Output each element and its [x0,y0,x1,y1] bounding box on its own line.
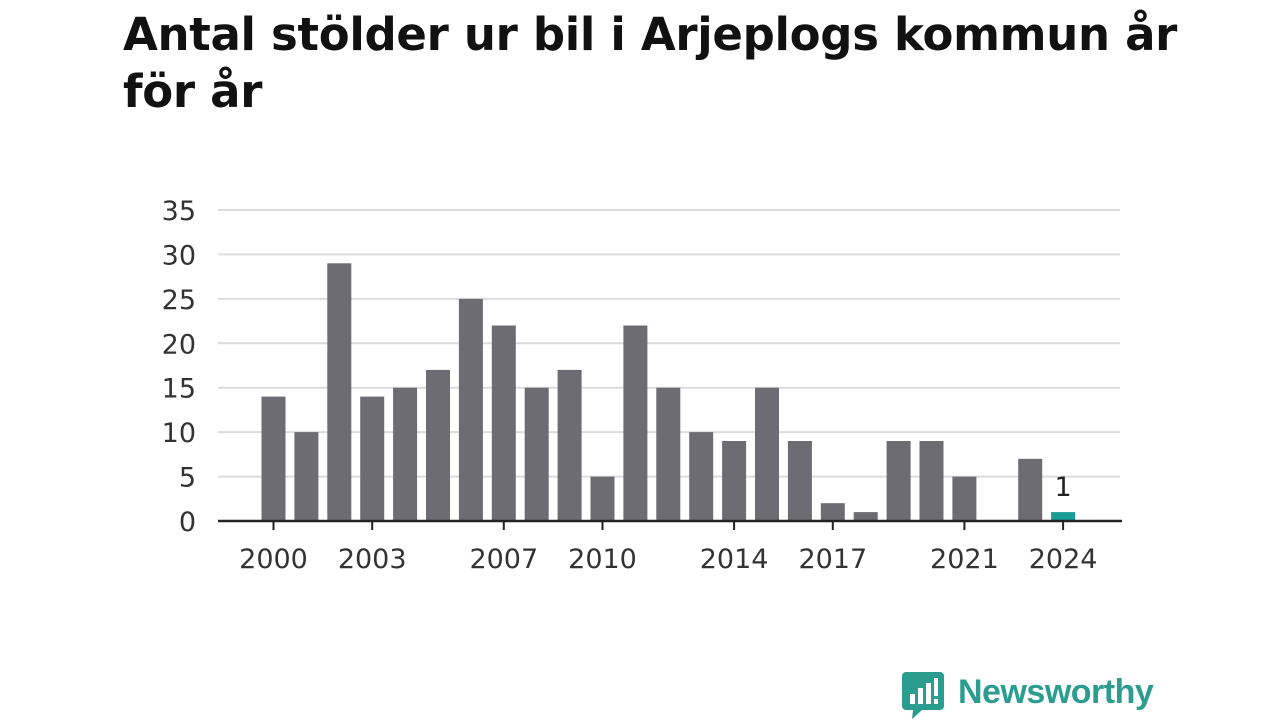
y-tick-label-25: 25 [162,285,196,316]
bar-2007 [491,325,516,521]
bar-2010 [590,476,615,521]
bar-2024 [1051,512,1076,521]
bar-2013 [689,432,714,521]
bars [261,263,1076,521]
bar-2001 [294,432,319,521]
x-tick-label-2003: 2003 [338,544,407,575]
data-label-2024: 1 [1055,472,1072,503]
bar-2023 [1018,458,1043,521]
bar-2019 [886,441,911,521]
x-tick-label-2024: 2024 [1029,544,1098,575]
bar-2006 [458,298,483,521]
bar-2016 [787,441,812,521]
bar-2021 [952,476,977,521]
x-axis: 2000 2003 2007 2010 2014 2017 2021 2024 [218,519,1122,575]
bar-2002 [327,263,352,521]
y-tick-label-0: 0 [179,507,196,538]
y-tick-label-10: 10 [162,418,196,449]
bar-2018 [853,512,878,521]
y-tick-label-15: 15 [162,374,196,405]
data-labels: 1 [1055,472,1072,503]
bar-2005 [426,369,450,521]
x-tick-label-2007: 2007 [469,544,538,575]
y-axis: 0 5 10 15 20 25 30 35 [162,196,196,538]
x-tick-label-2017: 2017 [798,544,867,575]
bar-2020 [919,441,944,521]
y-tick-label-5: 5 [179,463,196,494]
bar-chart: 0 5 10 15 20 25 30 35 1 2000 2003 2007 2010 2014 201… [162,196,1122,575]
x-tick-label-2021: 2021 [930,544,999,575]
x-tick-label-2014: 2014 [700,544,769,575]
bar-2000 [261,396,286,521]
bar-2017 [820,503,845,521]
x-tick-label-2010: 2010 [568,544,637,575]
bar-2008 [524,387,549,521]
chart-title: Antal stölder ur bil i Arjeplogs kommun … [123,8,1178,118]
bar-2004 [393,387,418,521]
bar-2012 [656,387,681,521]
bar-2014 [722,441,747,521]
y-tick-label-20: 20 [162,329,196,360]
y-tick-label-30: 30 [162,240,196,271]
y-tick-label-35: 35 [162,196,196,227]
x-tick-label-2000: 2000 [239,544,308,575]
bar-2009 [557,369,582,521]
newsworthy-logo-icon [902,672,944,719]
bar-2003 [360,396,385,521]
bar-2011 [623,325,648,521]
bar-2015 [755,387,779,521]
newsworthy-logo-text: Newsworthy [958,673,1154,711]
newsworthy-logo: Newsworthy [902,670,1162,720]
